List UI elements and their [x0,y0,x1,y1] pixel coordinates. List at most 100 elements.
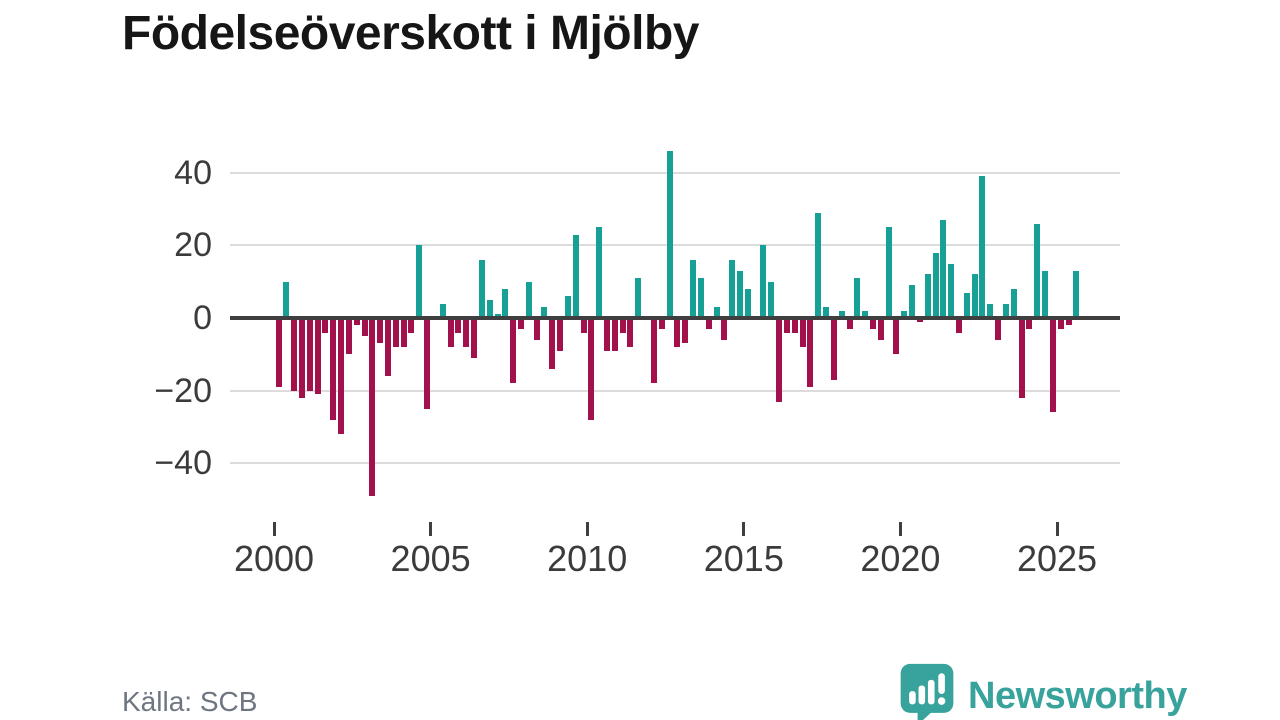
bar-2021-q2 [940,220,946,318]
bar-2020-q2 [909,285,915,318]
bar-2019-q4 [893,318,899,355]
x-axis-label: 2015 [703,538,784,579]
bar-2010-q1 [588,318,594,420]
bar-2008-q4 [549,318,555,369]
bar-2013-q3 [698,278,704,318]
bar-2002-q1 [338,318,344,435]
bar-2003-q3 [385,318,391,377]
bar-2013-q2 [690,259,696,318]
bar-2018-q2 [847,318,853,329]
bar-2008-q3 [541,307,547,318]
source-note: Källa: SCB [122,686,258,717]
bar-2017-q1 [807,318,813,387]
bar-2024-q2 [1034,223,1040,318]
bar-2005-q4 [455,318,461,333]
bar-2017-q4 [831,318,837,380]
bar-2019-q2 [878,318,884,340]
x-axis-label: 2000 [233,538,315,579]
bar-2007-q4 [518,318,524,329]
bar-2009-q3 [573,234,579,318]
bar-2014-q1 [714,307,720,318]
bar-2012-q4 [674,318,680,347]
bar-2003-q4 [393,318,399,347]
bar-2006-q1 [463,318,469,347]
bar-2000-q3 [291,318,297,391]
bar-2016-q4 [800,318,806,347]
x-tick-2010 [585,522,589,536]
bar-2021-q3 [948,263,954,318]
bar-2001-q3 [322,318,328,333]
bar-2003-q2 [377,318,383,344]
bar-2022-q2 [972,274,978,318]
bar-2023-q1 [995,318,1001,340]
bar-2021-q4 [956,318,962,333]
newsworthy-logo-text: Newsworthy [968,675,1187,717]
bar-2013-q1 [682,318,688,344]
y-axis-label: 40 [174,153,212,192]
bar-2024-q4 [1050,318,1056,413]
bar-2004-q3 [416,245,422,318]
y-axis-label: 0 [193,299,212,337]
bar-2025-q2 [1066,318,1072,326]
bar-2006-q3 [479,259,485,318]
bar-2025-q1 [1058,318,1064,329]
y-axis-label: −20 [154,371,212,410]
bar-2024-q3 [1042,270,1048,318]
bar-2011-q3 [635,278,641,318]
bar-2002-q4 [362,318,368,337]
bar-2013-q4 [706,318,712,329]
bar-2008-q1 [526,281,532,318]
bar-2016-q3 [792,318,798,333]
bar-2005-q3 [448,318,454,347]
bar-2020-q1 [901,310,907,318]
bar-2015-q3 [760,245,766,318]
bar-2000-q2 [283,281,289,318]
y-axis-label: 20 [174,226,212,265]
bar-2000-q4 [299,318,305,398]
bar-2001-q1 [307,318,313,391]
bar-2011-q1 [620,318,626,333]
bar-2021-q1 [933,252,939,318]
bar-2006-q2 [471,318,477,358]
bar-2014-q3 [729,259,735,318]
x-axis-label: 2025 [1016,538,1098,579]
x-tick-2000 [272,522,276,536]
gridline-y-40 [230,171,1120,174]
x-tick-2005 [429,522,433,536]
bar-2012-q1 [651,318,657,384]
bar-2012-q2 [659,318,665,329]
bar-2010-q4 [612,318,618,351]
x-axis-zero-line [230,316,1120,320]
bar-2019-q1 [870,318,876,329]
bar-2009-q1 [557,318,563,351]
gridline-y-20 [230,244,1120,247]
bar-2007-q3 [510,318,516,384]
bar-2016-q1 [776,318,782,402]
x-tick-2020 [898,522,902,536]
bar-2008-q2 [534,318,540,340]
bar-2005-q2 [440,303,446,318]
bar-2018-q1 [839,310,845,318]
bar-2004-q1 [401,318,407,347]
bar-2002-q2 [346,318,352,355]
x-axis-label: 2010 [547,538,628,579]
x-axis-label: 2020 [860,538,941,579]
bar-2016-q2 [784,318,790,333]
bar-2009-q4 [581,318,587,333]
bar-2017-q3 [823,307,829,318]
bar-2007-q2 [502,289,508,318]
bar-2018-q4 [862,310,868,318]
bar-2011-q2 [627,318,633,347]
bar-2014-q4 [737,270,743,318]
bar-2003-q1 [369,318,375,496]
bar-2024-q1 [1026,318,1032,329]
bar-2001-q2 [315,318,321,395]
bar-2004-q4 [424,318,430,409]
bar-2023-q4 [1019,318,1025,398]
bar-2012-q3 [667,151,673,318]
x-tick-2015 [742,522,746,536]
bar-2022-q4 [987,303,993,318]
bar-2020-q4 [925,274,931,318]
bar-2001-q4 [330,318,336,420]
